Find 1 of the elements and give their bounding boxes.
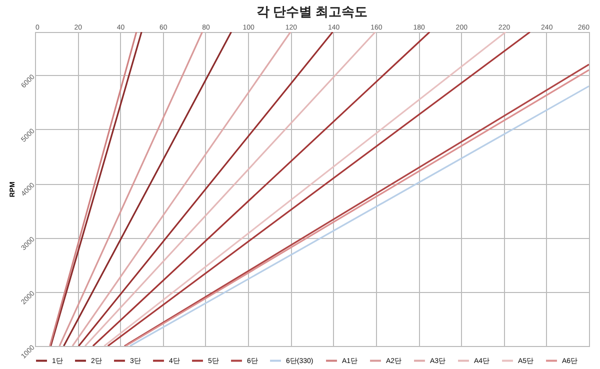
chart-title: 각 단수별 최고속도 [256, 4, 368, 19]
